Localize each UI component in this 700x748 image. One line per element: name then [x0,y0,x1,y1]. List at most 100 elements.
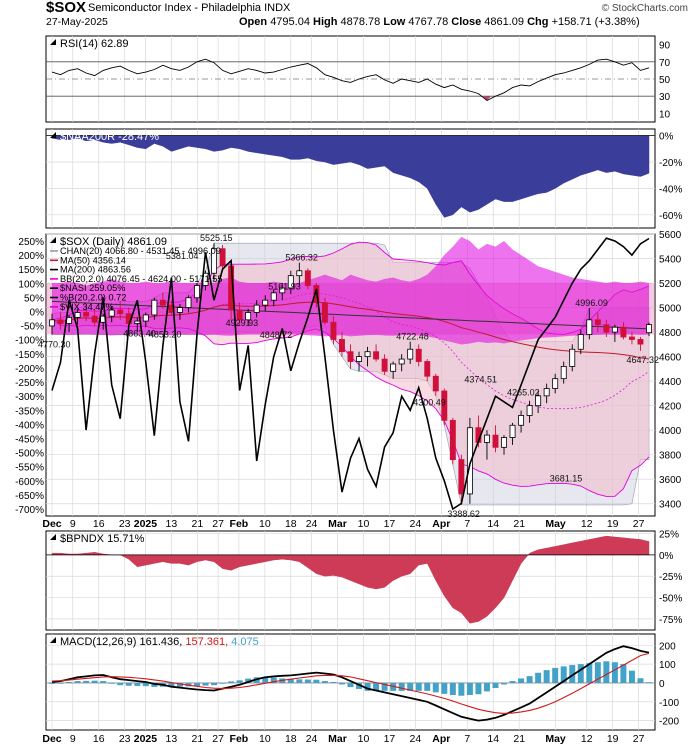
macd-histogram-bar [330,682,337,683]
chart-header: $SOX Semiconductor Index - Philadelphia … [0,0,700,36]
nasi-tick-label: -400% [15,420,44,431]
x-axis-label: Mar [328,518,347,530]
macd-histogram-bar [125,682,132,686]
nasi-tick-label: 100% [18,279,44,290]
naa200r-tick-label: -20% [659,158,682,169]
macd-histogram-bar [100,681,107,683]
rsi-tick-label: 70 [659,58,671,69]
candle-body [518,415,525,426]
macd-histogram-bar [603,661,610,683]
nasi-tick-label: -650% [15,491,44,502]
macd-histogram-bar [117,682,124,686]
macd-histogram-bar [74,681,81,683]
macd-histogram-bar [236,680,243,683]
nasi-tick-label: -300% [15,392,44,403]
close-label: Close [451,16,482,28]
price-annotation: 3681.15 [550,473,583,483]
x-axis-label: 24 [306,518,318,530]
candle-body [296,270,303,277]
macd-title: MACD(12,26,9) 161.436, 157.361, 4.075 [60,636,259,648]
candle-body [586,319,593,335]
candle-body [304,270,311,286]
candle-body [176,307,183,313]
macd-histogram-bar [304,679,311,683]
panel-marker-icon [50,39,56,45]
macd-histogram-bar [373,682,380,691]
x-axis-label: 9 [70,518,76,530]
nasi-tick-label: -50% [21,322,44,333]
vix-area [52,236,649,345]
candle-body [603,324,610,333]
candle-body [483,434,490,443]
candle-body [492,434,499,448]
candle-body [134,320,141,324]
macd-histogram-bar [466,682,473,695]
x-axis-label: Feb [230,518,249,530]
legend-entry: %B(20,2.0) 0.72 [60,293,126,303]
exchange: INDX [264,2,291,14]
price-tick-label: 3600 [659,475,682,486]
candle-body [560,366,567,380]
high-label: High [313,16,338,28]
rsi-tick-label: 90 [659,41,671,52]
price-tick-label: 4800 [659,328,682,339]
price-tick-label: 5600 [659,230,682,241]
candle-body [552,378,559,389]
macd-line [51,645,650,722]
candle-body [390,363,397,372]
x-axis-label-bottom: 19 [607,733,619,745]
x-axis-label-bottom: 27 [212,733,224,745]
macd-title-part: 4.075 [228,636,259,648]
chg-value: +158.71 (+3.38%) [551,16,640,28]
macd-histogram-bar [356,682,363,689]
candle-body [407,348,414,360]
price-annotation: 3388.62 [447,509,480,519]
x-axis-label-bottom: 10 [259,733,271,745]
macd-histogram-bar [577,664,584,683]
nasi-tick-label: -500% [15,449,44,460]
macd-histogram-bar [296,679,303,683]
x-axis-label: 10 [358,518,370,530]
legend-entry: $NASI 259.05% [60,283,125,293]
candle-body [330,321,337,340]
macd-tick-label: -200 [659,717,679,728]
macd-histogram-bar [321,681,328,683]
x-axis-label-bottom: 27 [633,733,645,745]
price-annotation: 5525.15 [200,233,233,243]
macd-histogram-bar [552,667,559,683]
macd-histogram-bar [381,682,388,691]
legend-entry: CHAN(20) 4066.80 - 4531.45 - 4996.09 [60,246,221,256]
candle-body [49,319,55,327]
x-axis-label-bottom: 13 [166,733,178,745]
macd-histogram-bar [569,665,576,683]
nasi-tick-label: -100% [15,336,44,347]
macd-histogram-bar [108,682,115,684]
legend-entry: MA(200) 4863.56 [60,265,131,275]
candle-body [441,390,448,421]
rsi-line [51,58,650,102]
x-axis-label: 14 [487,518,499,530]
macd-signal-line [51,652,650,714]
macd-tick-label: 100 [659,660,676,671]
nasi-tick-label: -250% [15,378,44,389]
macd-histogram-bar [518,678,525,683]
price-tick-label: 4200 [659,402,682,413]
candle-body [466,427,473,495]
macd-tick-label: 0 [659,679,665,690]
macd-histogram-bar [458,682,465,696]
macd-histogram-bar [586,663,593,683]
candle-body [620,326,627,338]
candle-body [142,314,149,322]
panel-marker-icon [50,237,56,243]
candle-body [543,388,550,397]
candle-body [356,356,362,362]
macd-histogram-bar [432,682,439,693]
macd-histogram-bar [646,682,652,683]
candle-body [91,315,98,323]
close-value: 4861.09 [484,16,525,28]
macd-histogram-bar [168,682,175,688]
candle-body [159,299,166,306]
macd-histogram-bar [262,676,269,683]
candle-body [569,348,576,367]
candle-body [117,309,124,315]
